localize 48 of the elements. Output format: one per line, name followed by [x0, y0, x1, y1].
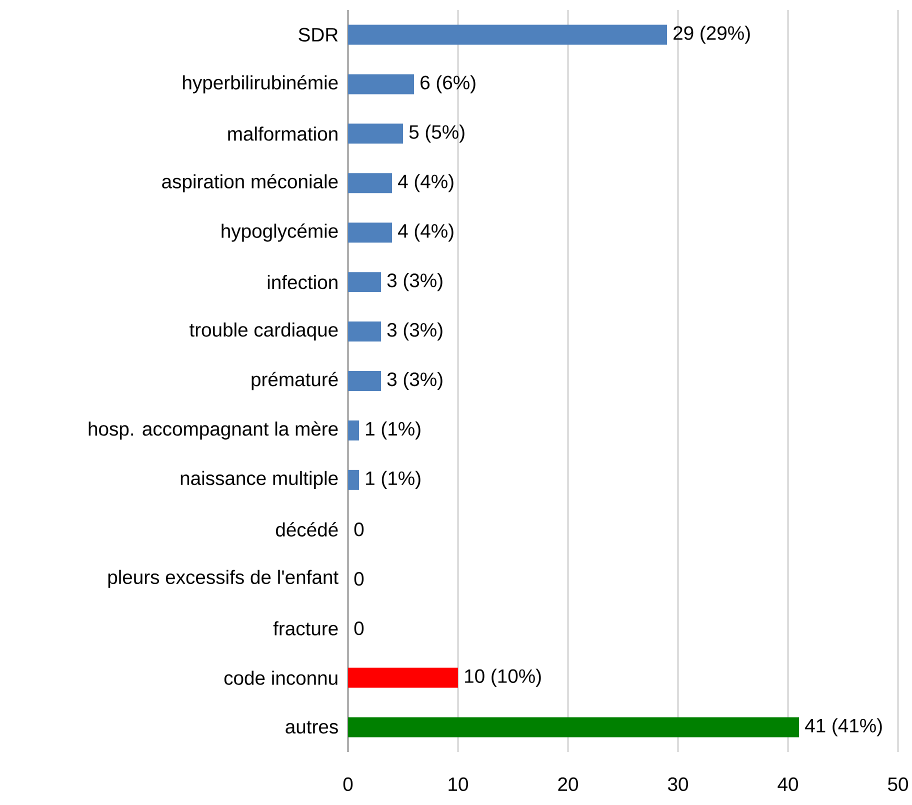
- data-label: 0: [354, 572, 364, 586]
- bar: [348, 668, 458, 688]
- y-tick-label: trouble cardiaque: [190, 322, 338, 341]
- data-label: 29 (29%): [674, 26, 750, 44]
- bar: [348, 717, 800, 738]
- bar: [348, 173, 392, 194]
- data-label: 0: [354, 522, 364, 536]
- data-label: 3 (3%): [387, 372, 442, 390]
- y-tick-label: prématuré: [252, 372, 338, 390]
- x-tick-label: 40: [778, 777, 798, 792]
- data-label: 1 (1%): [366, 421, 420, 440]
- data-label: 0: [354, 621, 364, 636]
- bar: [348, 74, 414, 94]
- x-tick-label: 10: [448, 777, 468, 792]
- y-tick-label: hypoglycémie: [222, 223, 338, 242]
- data-label: 1 (1%): [366, 470, 420, 489]
- y-tick-label: naissance multiple: [180, 470, 338, 489]
- bar: [348, 222, 392, 243]
- bar: [348, 24, 668, 45]
- bar: [348, 370, 382, 391]
- data-label: 5 (5%): [409, 124, 464, 143]
- y-tick-label: malformation: [228, 126, 338, 141]
- x-tick-label: 0: [343, 777, 353, 792]
- y-tick-label: code inconnu: [224, 670, 338, 685]
- data-label: 4 (4%): [398, 174, 454, 192]
- data-label: 10 (10%): [465, 668, 541, 687]
- bar: [348, 470, 360, 490]
- x-tick-label: 20: [558, 777, 578, 792]
- y-tick-label: hosp. accompagnant la mère: [88, 421, 338, 440]
- y-tick-label: décédé: [276, 522, 338, 537]
- y-tick-label: hyperbilirubinémie: [183, 75, 338, 94]
- data-label: 6 (6%): [420, 75, 476, 94]
- data-label: 3 (3%): [387, 322, 442, 341]
- x-tick-label: 30: [668, 777, 688, 792]
- y-tick-label: autres: [286, 720, 338, 734]
- y-tick-label: fracture: [273, 621, 338, 636]
- y-tick-label: infection: [268, 274, 338, 290]
- y-tick-label: pleurs excessifs de l'enfant: [108, 570, 338, 588]
- bar: [348, 124, 404, 144]
- data-label: 4 (4%): [398, 224, 454, 242]
- data-label: 41 (41%): [805, 718, 882, 736]
- bar: [348, 272, 382, 292]
- bar: [348, 420, 360, 440]
- bar: [348, 322, 382, 342]
- x-tick-label: 50: [888, 777, 908, 792]
- y-tick-label: SDR: [298, 28, 338, 42]
- data-label: 3 (3%): [387, 273, 442, 292]
- y-tick-label: aspiration méconiale: [162, 174, 338, 192]
